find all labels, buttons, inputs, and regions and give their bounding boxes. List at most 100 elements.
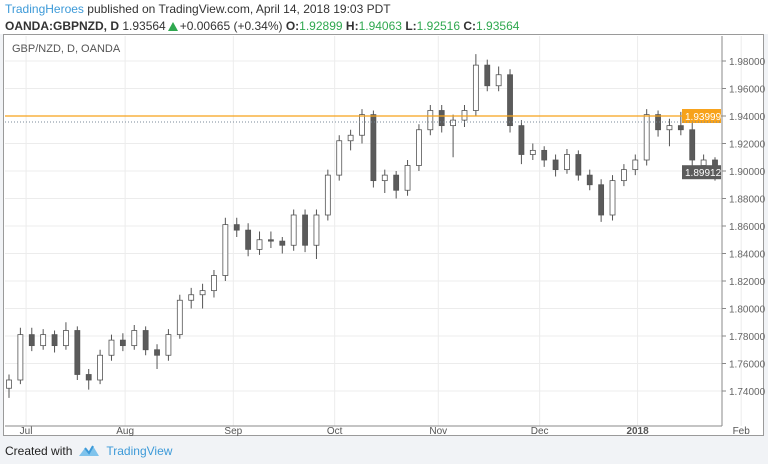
candle-down bbox=[74, 330, 81, 375]
candle-down bbox=[279, 240, 286, 246]
candle-up bbox=[176, 299, 183, 336]
symbol-label: OANDA:GBPNZD, D bbox=[5, 19, 119, 33]
candle-up bbox=[564, 154, 570, 171]
footer: Created with TradingView bbox=[5, 444, 172, 458]
candle-down bbox=[302, 214, 308, 246]
symbol-ohlc-line: OANDA:GBPNZD, D 1.93564 +0.00665 (+0.34%)… bbox=[5, 19, 519, 33]
candle-up bbox=[17, 334, 24, 381]
candle-up bbox=[347, 134, 354, 142]
candle-down bbox=[552, 159, 559, 171]
candle-down bbox=[51, 334, 58, 347]
candle-down bbox=[655, 114, 661, 131]
candle-up bbox=[416, 129, 422, 166]
tradingview-logo-icon bbox=[79, 445, 100, 456]
price-levels: 1.93999 1.89912 bbox=[5, 109, 722, 180]
candle-up bbox=[609, 180, 616, 216]
y-tick-label: 1.94000 bbox=[729, 112, 766, 123]
x-tick-label: Sep bbox=[224, 426, 242, 437]
candle-down bbox=[575, 154, 582, 176]
y-tick-label: 1.90000 bbox=[729, 167, 766, 178]
candle-up bbox=[188, 294, 195, 301]
candle-up bbox=[108, 339, 115, 356]
candle-up bbox=[381, 174, 388, 182]
candle-up bbox=[529, 149, 536, 155]
candle-up bbox=[40, 334, 47, 347]
candle-up bbox=[131, 330, 138, 347]
candles bbox=[6, 54, 718, 398]
candle-up bbox=[199, 290, 206, 296]
candle-up bbox=[97, 354, 103, 381]
y-tick-label: 1.88000 bbox=[729, 195, 766, 206]
candle-up bbox=[165, 334, 172, 356]
publish-header: TradingHeroes published on TradingView.c… bbox=[0, 0, 768, 34]
close-label: C: bbox=[463, 19, 477, 33]
candle-up bbox=[427, 110, 434, 131]
candle-down bbox=[119, 339, 126, 347]
candle-down bbox=[268, 239, 274, 242]
candle-up bbox=[324, 174, 331, 216]
y-tick-label: 1.84000 bbox=[729, 250, 766, 261]
candle-up bbox=[621, 169, 627, 182]
candle-down bbox=[393, 174, 400, 191]
candle-down bbox=[598, 184, 605, 216]
y-tick-label: 1.82000 bbox=[729, 277, 766, 288]
up-arrow-icon bbox=[167, 22, 178, 31]
high-value: 1.94063 bbox=[358, 19, 402, 33]
candle-up bbox=[211, 275, 217, 292]
candle-down bbox=[370, 114, 377, 182]
candle-up bbox=[666, 125, 673, 131]
last-price-label: 1.89912 bbox=[685, 168, 722, 179]
candle-up bbox=[472, 64, 479, 111]
author-link[interactable]: TradingHeroes bbox=[5, 2, 84, 16]
candle-up bbox=[63, 330, 69, 347]
close-value: 1.93564 bbox=[476, 19, 520, 33]
candle-down bbox=[586, 174, 593, 186]
x-tick-label: 2018 bbox=[626, 426, 649, 437]
created-with-text: Created with bbox=[5, 444, 73, 458]
last-price-tag bbox=[682, 165, 721, 180]
candle-down bbox=[484, 64, 491, 87]
y-tick-label: 1.86000 bbox=[729, 222, 766, 233]
candle-up bbox=[404, 165, 411, 191]
candle-up bbox=[336, 140, 343, 176]
x-tick-label: Oct bbox=[327, 426, 343, 437]
publish-line: TradingHeroes published on TradingView.c… bbox=[5, 2, 391, 16]
candle-down bbox=[154, 349, 160, 356]
candle-up bbox=[6, 379, 12, 389]
y-tick-label: 1.78000 bbox=[729, 332, 766, 343]
candle-up bbox=[643, 114, 650, 161]
axes: 1.98000 1.96000 1.94000 1.92000 1.90000 1.880… bbox=[5, 36, 766, 437]
price-change: +0.00665 (+0.34%) bbox=[179, 19, 283, 33]
candle-up bbox=[495, 74, 502, 87]
y-tick-label: 1.92000 bbox=[729, 140, 766, 151]
high-label: H: bbox=[345, 19, 359, 33]
candle-down bbox=[689, 129, 696, 161]
candle-down bbox=[85, 374, 92, 381]
last-price: 1.93564 bbox=[122, 19, 166, 33]
open-label: O: bbox=[285, 19, 300, 33]
candle-up bbox=[700, 159, 707, 166]
candle-down bbox=[518, 125, 525, 155]
x-tick-label: Jul bbox=[20, 426, 33, 437]
candle-down bbox=[677, 125, 684, 131]
low-value: 1.92516 bbox=[416, 19, 461, 33]
grid bbox=[5, 36, 742, 426]
published-text: published on TradingView.com, April 14, … bbox=[87, 2, 391, 16]
candle-down bbox=[245, 229, 252, 250]
candle-up bbox=[632, 159, 639, 171]
x-tick-label: Aug bbox=[116, 426, 134, 437]
candle-down bbox=[142, 330, 149, 351]
x-tick-label: Nov bbox=[429, 426, 447, 437]
level-price-label: 1.93999 bbox=[685, 112, 722, 123]
x-tick-label: Feb bbox=[733, 426, 751, 437]
y-tick-label: 1.96000 bbox=[729, 85, 766, 96]
candle-up bbox=[222, 224, 229, 276]
candle-up bbox=[450, 119, 456, 127]
level-price-tag bbox=[682, 109, 721, 124]
tradingview-link[interactable]: TradingView bbox=[106, 444, 173, 458]
candle-up bbox=[313, 214, 320, 246]
candle-down bbox=[438, 110, 445, 127]
candle-down bbox=[541, 149, 548, 161]
low-label: L: bbox=[405, 19, 417, 33]
